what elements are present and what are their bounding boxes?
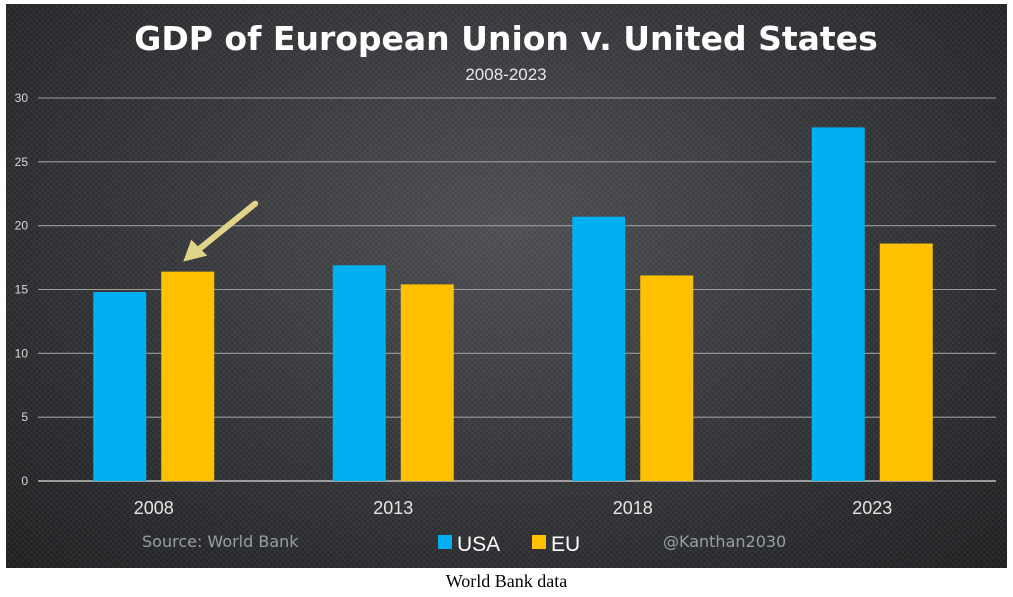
bar-usa-2008	[93, 292, 147, 481]
chart-title: GDP of European Union v. United States	[134, 19, 877, 58]
figure-caption: World Bank data	[445, 571, 568, 591]
y-tick-label: 20	[15, 219, 29, 233]
y-tick-label: 15	[15, 283, 29, 297]
bar-usa-2013	[332, 265, 386, 481]
annotation-arrow	[183, 200, 259, 262]
x-tick-label: 2008	[134, 498, 174, 518]
annotation-arrow-head	[183, 239, 208, 262]
source-note: Source: World Bank	[142, 532, 299, 551]
y-tick-label: 0	[21, 474, 28, 488]
x-tick-label: 2023	[852, 498, 892, 518]
y-tick-label: 10	[15, 346, 29, 360]
bar-eu-2013	[400, 284, 454, 481]
bar-eu-2018	[640, 275, 694, 481]
legend-label-usa: USA	[457, 533, 500, 556]
bar-usa-2023	[811, 127, 865, 481]
bar-eu-2008	[161, 271, 215, 481]
x-tick-label: 2013	[373, 498, 413, 518]
chart-svg: GDP of European Union v. United States 2…	[15, 19, 996, 556]
legend: USA EU	[438, 533, 580, 556]
y-tick-label: 5	[21, 410, 28, 424]
y-tick-label: 25	[15, 155, 29, 169]
x-tick-label: 2018	[613, 498, 653, 518]
legend-swatch-eu	[532, 535, 546, 549]
chart-subtitle: 2008-2023	[465, 65, 546, 84]
annotation-arrow-shaft	[194, 200, 259, 254]
chart-panel: GDP of European Union v. United States 2…	[6, 4, 1007, 568]
legend-label-eu: EU	[551, 533, 580, 556]
y-tick-label: 30	[15, 91, 29, 105]
bar-usa-2018	[572, 216, 626, 482]
legend-swatch-usa	[438, 535, 452, 549]
credit-note: @Kanthan2030	[663, 532, 786, 551]
bar-eu-2023	[879, 243, 933, 481]
